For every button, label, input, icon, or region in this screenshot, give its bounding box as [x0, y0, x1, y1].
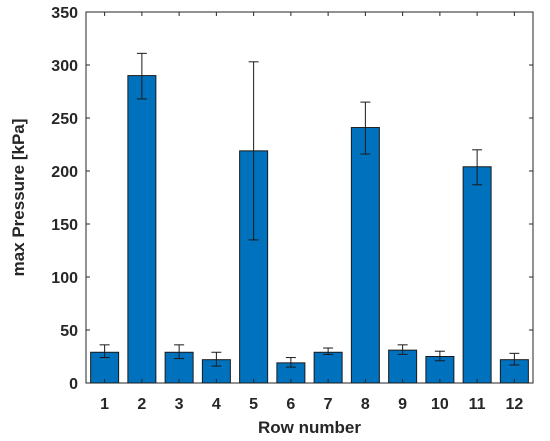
error-bar-9	[397, 344, 408, 355]
bar-8	[350, 127, 380, 384]
x-tick-label: 7	[324, 396, 333, 413]
x-tick-label: 3	[175, 396, 184, 413]
error-bar-10	[434, 350, 445, 362]
error-bar-5	[248, 61, 259, 241]
y-tick-label: 350	[51, 5, 78, 22]
error-bar-8	[360, 101, 371, 155]
y-axis-ticks: 0 50 100 150 200 250 300 350	[51, 5, 533, 393]
plot-area	[85, 11, 534, 384]
x-tick-label: 11	[469, 396, 486, 413]
error-bar-6	[285, 357, 296, 368]
error-bar-4	[211, 351, 222, 367]
bar-2	[127, 75, 157, 384]
x-tick-label: 8	[361, 396, 370, 413]
y-tick-label: 0	[69, 376, 78, 393]
bar-11	[462, 166, 492, 384]
y-tick-label: 250	[51, 111, 78, 128]
x-tick-label: 4	[212, 396, 221, 413]
error-bars-group	[99, 52, 520, 368]
bar-9	[388, 349, 418, 384]
x-tick-label: 6	[286, 396, 295, 413]
error-bar-2	[136, 52, 147, 100]
bar-7	[313, 351, 343, 384]
error-bar-11	[472, 149, 483, 186]
x-tick-label: 10	[431, 396, 449, 413]
x-tick-label: 12	[505, 396, 523, 413]
x-tick-label: 9	[398, 396, 407, 413]
x-tick-label: 1	[100, 396, 109, 413]
y-tick-label: 200	[51, 164, 78, 181]
y-axis-title: max Pressure [kPa]	[9, 119, 28, 277]
error-bar-12	[509, 352, 520, 366]
y-tick-label: 150	[51, 217, 78, 234]
error-bar-1	[99, 344, 110, 359]
y-tick-label: 100	[51, 270, 78, 287]
bar-3	[164, 351, 194, 384]
y-tick-label: 50	[60, 323, 78, 340]
error-bar-7	[323, 347, 334, 355]
x-axis-title: Row number	[258, 418, 361, 437]
y-tick-label: 300	[51, 58, 78, 75]
x-tick-label: 5	[249, 396, 258, 413]
error-bar-3	[174, 344, 185, 360]
x-axis-ticks: 1 2 3 4 5 6 7 8 9 10 11 12	[100, 12, 523, 413]
x-tick-label: 2	[137, 396, 146, 413]
